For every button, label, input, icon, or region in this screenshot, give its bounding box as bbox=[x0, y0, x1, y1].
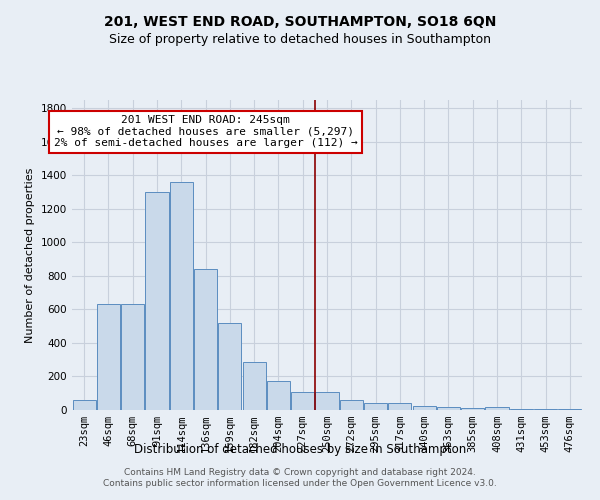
Bar bbox=[145, 192, 169, 410]
Bar bbox=[413, 406, 436, 410]
Bar bbox=[170, 182, 193, 410]
Bar bbox=[218, 323, 241, 410]
Bar bbox=[559, 409, 581, 410]
Bar bbox=[73, 400, 95, 410]
Bar bbox=[194, 269, 217, 410]
Bar bbox=[97, 304, 120, 410]
Bar bbox=[534, 409, 557, 410]
Text: Size of property relative to detached houses in Southampton: Size of property relative to detached ho… bbox=[109, 32, 491, 46]
Bar bbox=[242, 362, 266, 410]
Bar bbox=[510, 409, 533, 410]
Bar bbox=[388, 404, 412, 410]
Bar bbox=[121, 304, 144, 410]
Text: Contains HM Land Registry data © Crown copyright and database right 2024.
Contai: Contains HM Land Registry data © Crown c… bbox=[103, 468, 497, 487]
Bar bbox=[364, 404, 387, 410]
Bar bbox=[485, 408, 509, 410]
Bar bbox=[437, 408, 460, 410]
Bar bbox=[461, 408, 484, 410]
Y-axis label: Number of detached properties: Number of detached properties bbox=[25, 168, 35, 342]
Text: 201 WEST END ROAD: 245sqm
← 98% of detached houses are smaller (5,297)
2% of sem: 201 WEST END ROAD: 245sqm ← 98% of detac… bbox=[53, 115, 358, 148]
Text: 201, WEST END ROAD, SOUTHAMPTON, SO18 6QN: 201, WEST END ROAD, SOUTHAMPTON, SO18 6Q… bbox=[104, 15, 496, 29]
Bar bbox=[291, 392, 314, 410]
Bar bbox=[316, 392, 338, 410]
Bar bbox=[267, 380, 290, 410]
Bar bbox=[340, 400, 363, 410]
Text: Distribution of detached houses by size in Southampton: Distribution of detached houses by size … bbox=[134, 442, 466, 456]
